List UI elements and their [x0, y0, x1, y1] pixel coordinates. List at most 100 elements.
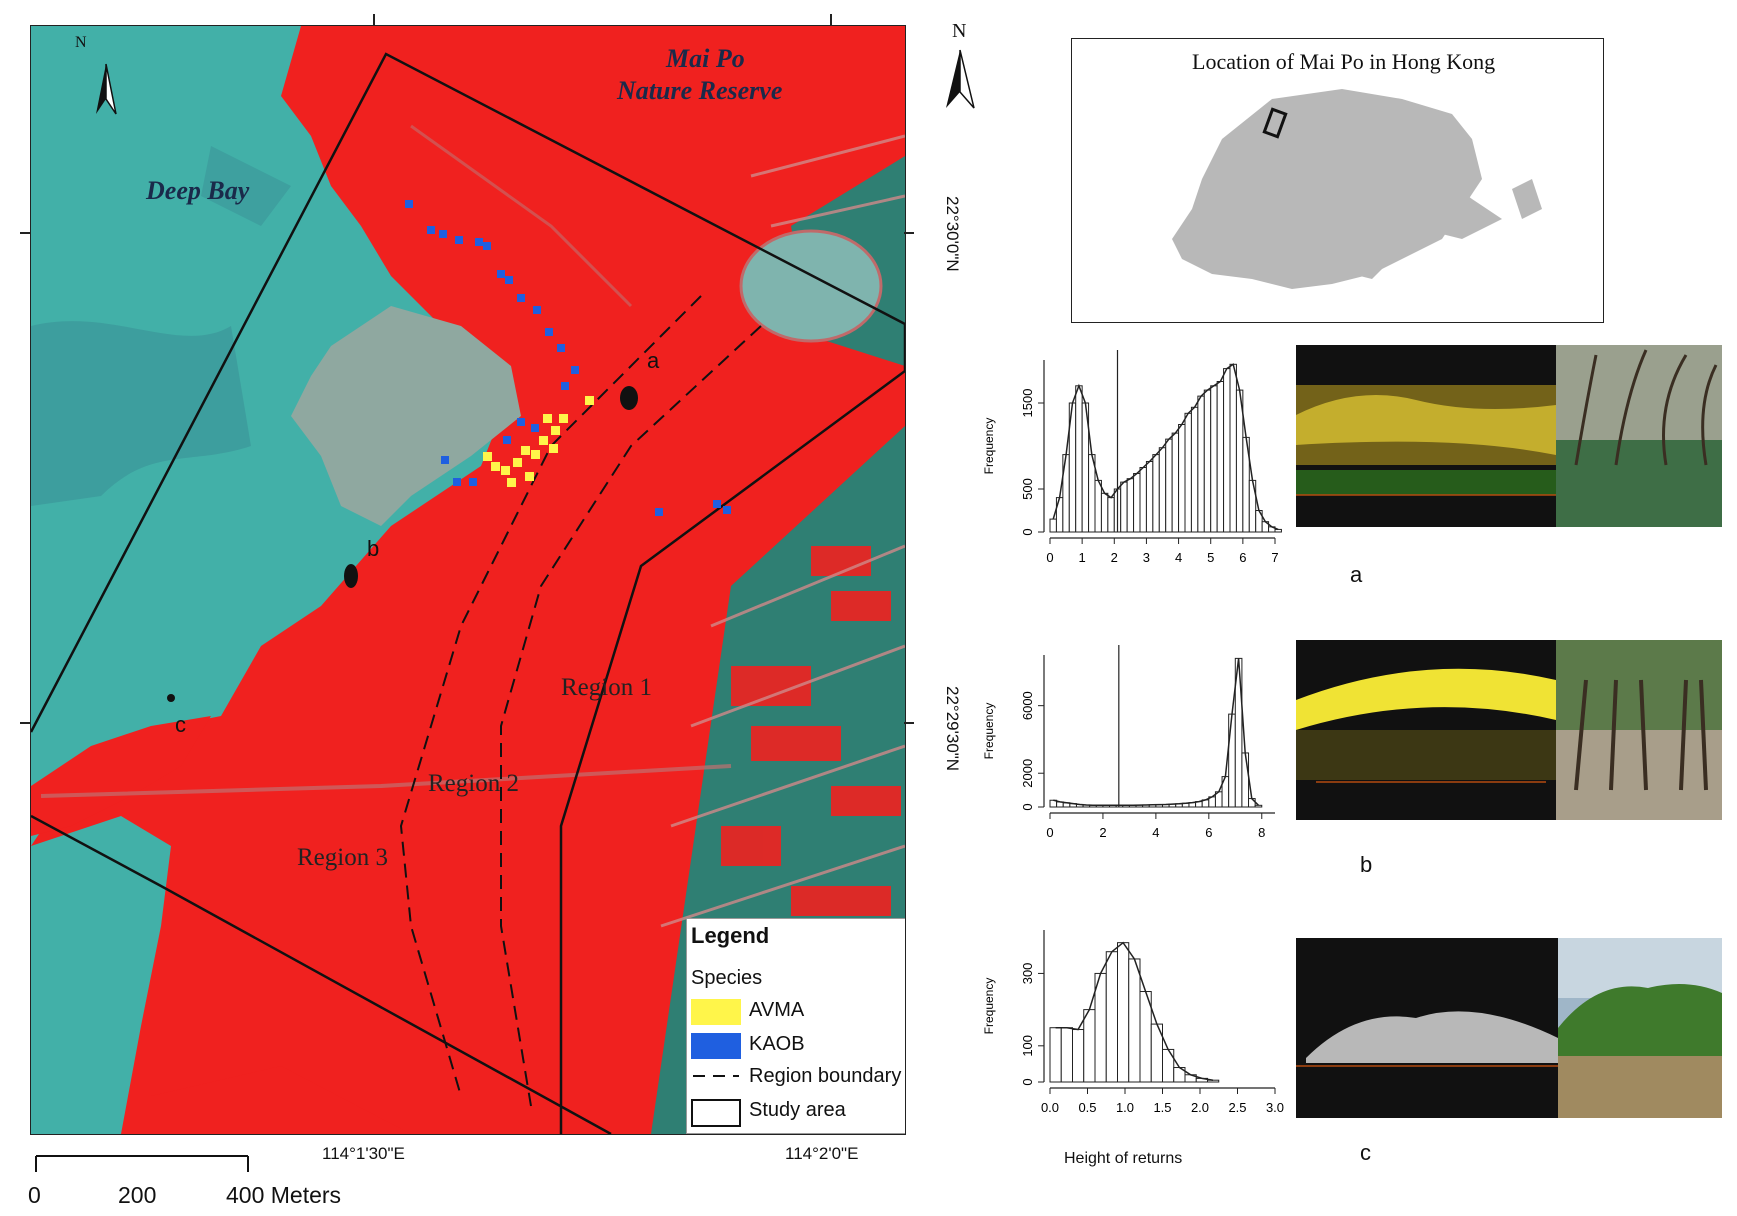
histogram-bar — [1254, 804, 1263, 808]
legend: Legend Species AVMA KAOB Region boundary… — [686, 918, 905, 1134]
region-boundary-1 — [399, 295, 702, 1097]
tick-top-1 — [373, 14, 375, 25]
tick-top-2 — [830, 14, 832, 25]
panel-a-label: a — [1350, 562, 1363, 587]
x-tick-label: 0 — [1046, 550, 1053, 565]
x-tick-label: 3 — [1143, 550, 1150, 565]
legend-avma-label: AVMA — [749, 999, 805, 1021]
histogram-bar — [1075, 385, 1083, 533]
kaob-points — [405, 200, 731, 516]
y-coord-1: 22°30'0"N — [943, 196, 962, 272]
mai-po-marker — [1262, 107, 1288, 139]
histogram-bar — [1120, 481, 1128, 533]
y-tick-label: 0 — [1020, 1078, 1035, 1085]
point-cloud-b — [1296, 640, 1556, 820]
histogram-bar — [1229, 363, 1237, 533]
photo-b — [1556, 640, 1722, 820]
x-tick-label: 5 — [1207, 550, 1214, 565]
histogram-bar — [1100, 492, 1109, 533]
histogram-bar — [1049, 518, 1057, 533]
histogram-bar — [1190, 406, 1199, 533]
x-coord-2: 114°2'0"E — [785, 1144, 859, 1163]
histogram-bar — [1105, 951, 1118, 1083]
histogram-c: 0.0 0.5 1.0 1.5 2.0 2.5 3.0 0 100 300 Frequency — [982, 930, 1284, 1115]
scale-label-400: 400 Meters — [226, 1182, 342, 1208]
legend-dash-icon — [693, 1075, 739, 1077]
histogram-bar — [1126, 478, 1135, 533]
site-c-label: c — [175, 712, 186, 737]
deep-bay-label: Deep Bay — [146, 176, 250, 205]
legend-kaob-label: KAOB — [749, 1033, 805, 1055]
histogram-b: 0 2 4 6 8 0 2000 6000 Frequency — [982, 645, 1275, 840]
site-c-marker — [167, 694, 175, 702]
y-coord-2: 22°29'30"N — [943, 686, 962, 772]
avma-points — [483, 396, 594, 487]
x-tick-label: 0.5 — [1078, 1100, 1096, 1115]
histogram-bar — [1107, 497, 1115, 533]
tick-left-2 — [20, 722, 30, 724]
histogram-c-xlabel: Height of returns — [1064, 1150, 1183, 1167]
y-tick-label: 100 — [1020, 1035, 1035, 1057]
histogram-bar — [1133, 473, 1141, 533]
scale-label-0: 0 — [28, 1182, 41, 1208]
histogram-bar — [1094, 479, 1102, 533]
map-north-label: N — [75, 34, 87, 51]
histogram-bar — [1197, 395, 1205, 533]
histogram-bar — [1049, 1027, 1062, 1083]
x-tick-label: 4 — [1152, 825, 1159, 840]
site-b-label: b — [367, 536, 380, 561]
x-tick-label: 2.0 — [1191, 1100, 1209, 1115]
region-3-label: Region 3 — [297, 844, 388, 871]
legend-subtitle: Species — [691, 967, 763, 989]
density-curve — [1053, 658, 1260, 807]
y-tick-label: 6000 — [1020, 691, 1035, 720]
legend-study-area-swatch — [691, 1099, 741, 1127]
y-tick-label: 500 — [1020, 478, 1035, 500]
photo-c — [1558, 938, 1722, 1118]
scale-label-200: 200 — [118, 1182, 157, 1208]
histogram-bar — [1241, 752, 1250, 808]
x-tick-label: 2.5 — [1228, 1100, 1246, 1115]
legend-kaob-swatch — [691, 1033, 741, 1059]
site-a-marker — [620, 386, 638, 410]
site-b-marker — [344, 564, 358, 588]
study-area-outline — [31, 52, 905, 1134]
histogram-bar — [1083, 1009, 1096, 1083]
photo-a — [1556, 345, 1722, 527]
inset-map: Location of Mai Po in Hong Kong — [1071, 38, 1604, 323]
x-tick-label: 4 — [1175, 550, 1182, 565]
histogram-bar — [1216, 381, 1225, 533]
region-2-label: Region 2 — [428, 770, 519, 797]
histogram-bar — [1094, 972, 1107, 1083]
tick-right-2 — [904, 722, 914, 724]
density-curve — [1055, 941, 1214, 1081]
histogram-bar — [1274, 528, 1282, 533]
y-axis-label: Frequency — [982, 418, 996, 475]
histogram-bar — [1139, 467, 1147, 533]
histogram-bar — [1072, 1029, 1085, 1083]
histogram-bar — [1152, 454, 1160, 533]
mangrove-land — [31, 26, 905, 1134]
main-map[interactable]: N Deep Bay Mai Po Nature Reserve a b c R… — [30, 25, 906, 1135]
x-tick-label: 6 — [1205, 825, 1212, 840]
histogram-bar — [1223, 368, 1231, 533]
inset-north-arrow-icon — [946, 49, 975, 109]
tick-left-1 — [20, 232, 30, 234]
scale-bar — [35, 1155, 249, 1172]
tick-right-1 — [904, 232, 914, 234]
x-tick-label: 2 — [1099, 825, 1106, 840]
histogram-bar — [1207, 1079, 1220, 1083]
y-tick-label: 0 — [1020, 528, 1035, 535]
y-tick-label: 2000 — [1020, 759, 1035, 788]
x-tick-label: 1.5 — [1153, 1100, 1171, 1115]
y-axis-label: Frequency — [982, 978, 996, 1035]
x-tick-label: 1.0 — [1116, 1100, 1134, 1115]
histogram-bar — [1145, 460, 1154, 533]
x-tick-label: 2 — [1111, 550, 1118, 565]
legend-boundary-label: Region boundary — [749, 1065, 902, 1087]
x-tick-label: 6 — [1239, 550, 1246, 565]
x-coord-1: 114°1'30"E — [322, 1144, 405, 1163]
inset-title: Location of Mai Po in Hong Kong — [1192, 49, 1496, 74]
histogram-bar — [1248, 798, 1256, 808]
panel-b-label: b — [1360, 852, 1373, 877]
